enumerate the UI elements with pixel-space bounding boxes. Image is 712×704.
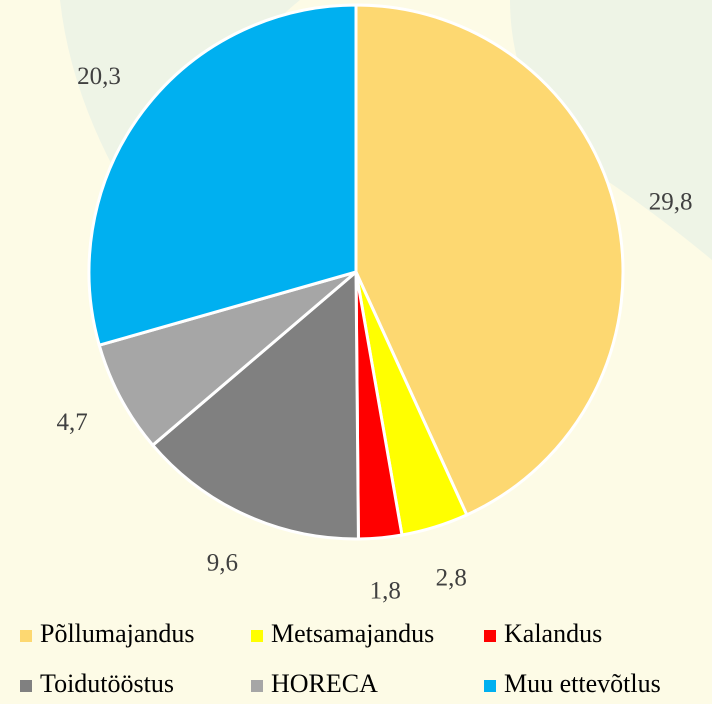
- data-label: 9,6: [207, 550, 238, 577]
- pie: 29,8 2,8 1,8 9,6 4,7 20,3: [57, 3, 693, 604]
- legend-swatch: [484, 630, 496, 642]
- legend-swatch: [251, 680, 263, 692]
- pie-slice: [354, 3, 625, 517]
- data-label: 2,8: [436, 564, 467, 591]
- pie-slice: [150, 268, 360, 541]
- legend: Põllumajandus Metsamajandus Kalandus Toidut…: [20, 619, 661, 698]
- legend-swatch: [251, 630, 263, 642]
- leaf-shape: [510, 0, 712, 260]
- legend-label: Muu ettevõtlus: [504, 669, 661, 698]
- legend-swatch: [20, 680, 32, 692]
- legend-label: Metsamajandus: [271, 619, 434, 648]
- pie-slice: [97, 270, 357, 448]
- data-label: 29,8: [649, 188, 693, 215]
- data-label: 20,3: [77, 63, 121, 90]
- legend-label: Kalandus: [504, 619, 602, 648]
- legend-label: Toidutööstus: [40, 669, 174, 698]
- legend-label: Põllumajandus: [40, 619, 195, 648]
- legend-swatch: [20, 630, 32, 642]
- data-label: 4,7: [57, 409, 88, 436]
- legend-label: HORECA: [271, 669, 378, 698]
- data-label: 1,8: [370, 577, 401, 604]
- pie-slice: [87, 3, 358, 348]
- legend-swatch: [484, 680, 496, 692]
